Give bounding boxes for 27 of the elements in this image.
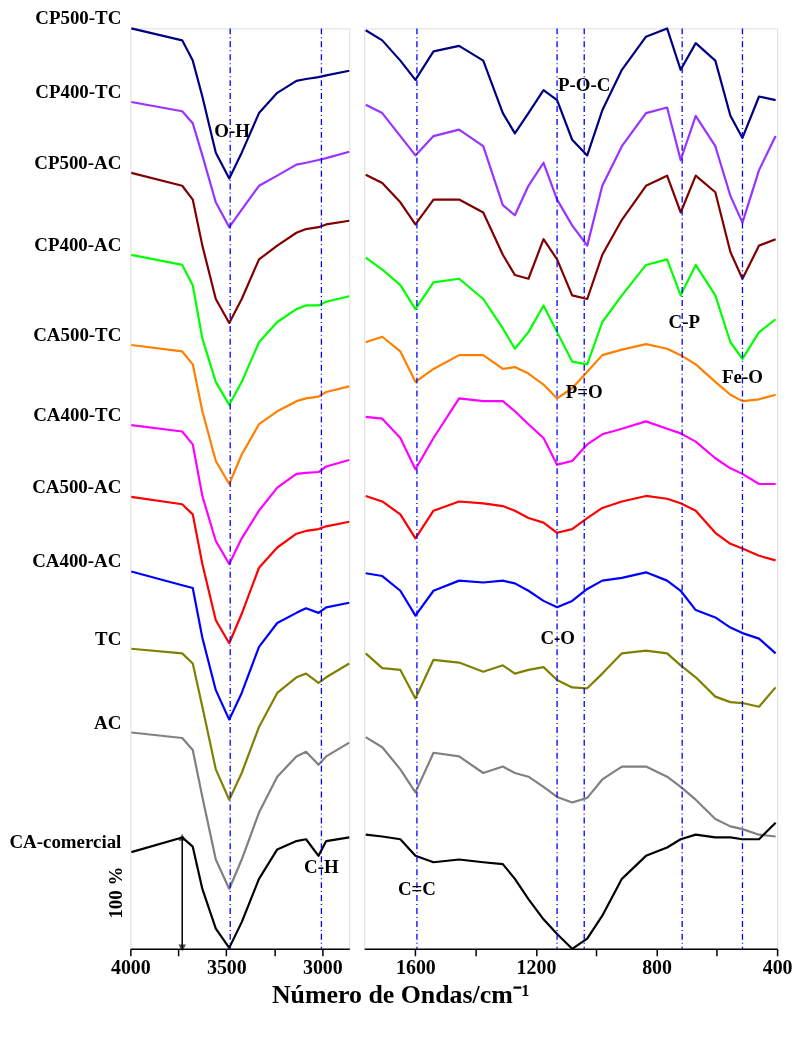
text: 100 % (105, 866, 127, 919)
x-tick-label: 3500 (206, 956, 247, 979)
annotation: Fe-O (722, 366, 763, 388)
annotation: C-P (668, 310, 701, 332)
x-tick-label: 1200 (516, 956, 557, 979)
annotation: P-O-C (557, 74, 611, 96)
x-tick-label: 800 (642, 956, 673, 979)
series-label: CP500-TC (35, 7, 122, 29)
series-label: CA400-TC (33, 404, 122, 426)
x-tick-label: 3000 (302, 956, 343, 979)
annotation: C-H (304, 855, 340, 877)
series-label: CA500-TC (33, 324, 122, 346)
series-label: AC (94, 711, 122, 733)
series-label: TC (95, 627, 122, 649)
series-label: CA500-AC (32, 475, 122, 497)
x-tick-label: 1600 (396, 956, 436, 979)
annotation: O-H (214, 119, 251, 141)
series-label: CA-comercial (9, 831, 122, 853)
series-label: CP400-AC (34, 233, 122, 255)
x-tick-label: 4000 (110, 956, 151, 979)
series-label: CP400-TC (35, 81, 122, 103)
x-axis-title: Número de Ondas/cm⁻¹ (271, 980, 530, 1010)
annotation: C=C (397, 877, 436, 899)
annotation: C-O (540, 626, 576, 648)
series-label: CA400-AC (32, 550, 122, 572)
x-tick-label: 400 (762, 956, 793, 979)
series-label: CP500-AC (34, 151, 122, 173)
